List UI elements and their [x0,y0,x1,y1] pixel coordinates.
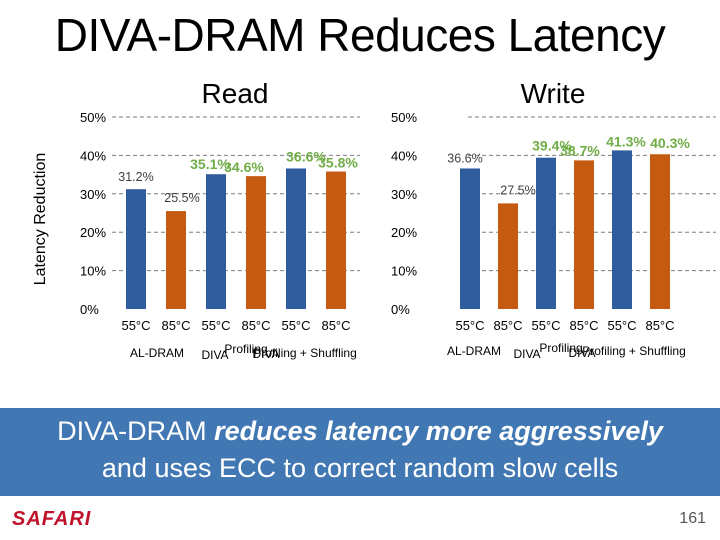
summary-banner: DIVA-DRAM reduces latency more aggressiv… [0,408,720,496]
y-tick-label: 20% [80,225,106,240]
banner-prefix: DIVA-DRAM [57,416,215,446]
bar [126,189,146,309]
y-tick-label: 50% [391,110,417,125]
y-tick-label: 40% [391,148,417,163]
y-tick-label: 50% [80,110,106,125]
write-chart: Write 0% 10% 20% 30% 40% 50% 36.6% 55°C 27.5% 85°C… [391,78,716,361]
chart-title: Write [521,78,586,109]
banner-emphasis: reduces latency more aggressively [214,416,663,446]
data-label: 35.8% [318,155,358,171]
data-label: 36.6% [286,148,326,164]
x-tick-label: 55°C [121,318,150,333]
x-tick-label: 85°C [645,318,674,333]
data-label: 31.2% [118,170,153,184]
group-label: Profiling [539,341,582,355]
x-tick-label: 55°C [607,318,636,333]
chart-title: Read [202,78,269,109]
y-tick-label: 0% [391,302,410,317]
bar [498,203,518,309]
bar [536,157,556,309]
bar [246,176,266,309]
bar [650,154,670,309]
group-label: DIVA [568,346,595,360]
x-tick-label: 85°C [569,318,598,333]
x-tick-label: 85°C [241,318,270,333]
read-chart: Read 0% 10% 20% 30% 40% 50% 31.2% 55°C 25.5% 85°C 3… [80,78,360,362]
bar [166,211,186,309]
page-number: 161 [679,510,706,527]
y-tick-label: 0% [80,302,99,317]
x-tick-label: 55°C [281,318,310,333]
x-tick-label: 85°C [493,318,522,333]
y-tick-label: 40% [80,148,106,163]
data-label: 25.5% [164,191,199,205]
data-label: 39.4% [532,138,572,154]
bar [612,150,632,309]
slide-title: DIVA-DRAM Reduces Latency [54,9,666,61]
group-label: Profiling [224,342,267,356]
data-label: 41.3% [606,133,646,149]
bar [286,168,306,309]
y-tick-label: 30% [391,187,417,202]
group-label: DIVA [252,347,279,361]
data-label: 38.7% [560,142,600,158]
data-label: 27.5% [500,183,535,197]
bar [326,171,346,309]
y-tick-label: 10% [391,264,417,279]
group-label: Profiling + Shuffling [582,344,686,358]
y-tick-label: 20% [391,225,417,240]
x-tick-label: 85°C [321,318,350,333]
banner-line-2: and uses ECC to correct random slow cell… [101,453,619,483]
x-tick-label: 55°C [531,318,560,333]
group-label: AL-DRAM [130,346,184,360]
data-label: 36.6% [447,151,482,165]
group-label: AL-DRAM [447,344,501,358]
data-label: 34.6% [224,159,264,175]
x-tick-label: 55°C [201,318,230,333]
data-label: 35.1% [190,156,230,172]
bar [574,160,594,309]
x-tick-label: 55°C [455,318,484,333]
bar [460,168,480,309]
group-label: Profiling + Shuffling [253,346,357,360]
x-tick-label: 85°C [161,318,190,333]
y-tick-label: 30% [80,187,106,202]
banner-line-1: DIVA-DRAM reduces latency more aggressiv… [0,416,720,447]
bar [206,174,226,309]
data-label: 40.3% [650,135,690,151]
y-tick-label: 10% [80,264,106,279]
group-label: DIVA [201,348,228,362]
safari-logo: SAFARI [12,508,92,530]
group-label: DIVA [513,347,540,361]
